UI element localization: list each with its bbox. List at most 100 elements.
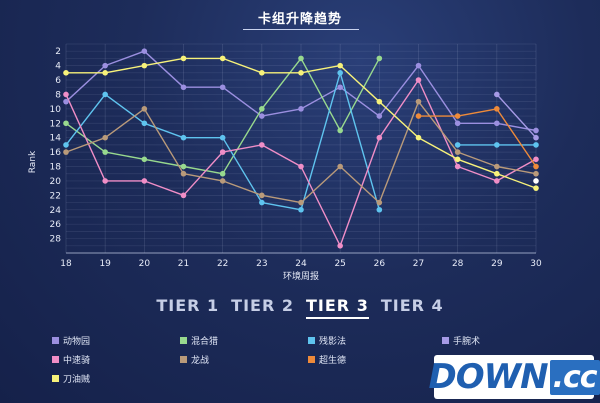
title-underline [243,29,359,30]
data-point-4 [454,163,461,170]
legend-swatch [308,337,315,344]
x-axis-label: 环境周报 [283,270,319,282]
data-point-1 [376,55,383,62]
legend-item[interactable]: 龙战 [180,353,209,366]
data-point-8 [337,62,343,69]
data-point-6 [494,106,500,112]
legend-item[interactable]: 中速骑 [52,353,90,366]
legend-label: 手腕术 [453,337,481,347]
y-tick-label: 16 [50,148,62,158]
data-point-8 [102,70,108,76]
data-point-3 [533,134,539,141]
legend-label: 超生德 [319,356,347,366]
data-point-4 [337,242,343,249]
x-tick-label: 23 [256,259,267,269]
data-point-2 [102,91,108,98]
data-point-6 [415,113,422,119]
tier-tab-4[interactable]: TIER 4 [380,296,444,315]
data-point-1 [337,127,343,134]
data-point-5 [102,134,108,141]
legend-swatch [308,356,315,363]
site-watermark: DOWN .cc [428,355,600,399]
y-tick-label: 6 [55,76,61,86]
data-point-2 [533,142,539,148]
tier-tab-2[interactable]: TIER 2 [231,296,294,315]
legend-item[interactable]: 动物园 [52,334,90,347]
data-point-5 [494,163,500,170]
data-point-5 [337,163,343,170]
data-point-0 [376,113,383,119]
data-point-5 [141,106,148,112]
data-point-0 [337,84,343,91]
data-point-1 [259,106,265,112]
data-point-1 [298,55,304,62]
data-point-4 [141,178,148,184]
data-point-4 [63,91,69,98]
legend-item[interactable]: 残影法 [308,334,346,347]
legend-label: 混合猎 [191,337,219,347]
legend-item[interactable]: 超生德 [308,353,346,366]
legend-item[interactable]: 手腕术 [442,334,480,347]
legend-item[interactable]: 刀油贼 [52,372,90,385]
tier-tabs: TIER 1 TIER 2 TIER 3 TIER 4 [0,296,600,319]
data-point-6 [533,163,539,170]
data-point-8 [298,70,304,76]
data-point-4 [180,192,187,199]
data-point-1 [219,170,226,177]
data-point-4 [376,134,383,141]
data-point-8 [494,170,500,177]
legend-label: 中速骑 [63,356,91,366]
y-tick-label: 10 [50,105,62,115]
series-line-6 [418,108,537,167]
data-point-6 [454,113,461,119]
series-line-3 [496,93,537,139]
legend-label: 龙战 [191,356,210,366]
series-points [63,48,539,249]
data-point-2 [454,142,461,148]
y-tick-label: 28 [50,235,62,245]
data-point-5 [63,149,69,155]
data-point-2 [219,134,226,141]
data-point-8 [376,98,383,105]
x-tick-label: 26 [374,259,386,269]
data-point-0 [533,127,539,134]
data-point-5 [454,149,461,155]
legend-swatch [180,356,187,363]
x-tick-label: 25 [334,259,345,269]
x-tick-label: 29 [491,259,503,269]
data-point-1 [180,163,187,170]
data-point-0 [259,113,265,119]
data-point-0 [141,48,148,55]
data-point-8 [219,55,226,62]
y-tick-label: 26 [50,220,62,230]
data-point-8 [533,185,539,191]
data-point-8 [415,134,422,141]
tier-tab-3[interactable]: TIER 3 [306,296,369,319]
y-tick-label: 12 [50,119,61,129]
y-tick-label: 8 [55,90,61,100]
data-point-7 [533,178,539,184]
y-axis-label: Rank [28,150,38,173]
x-tick-label: 30 [530,259,542,269]
legend-label: 动物园 [63,337,91,347]
data-point-8 [259,70,265,76]
legend-item[interactable]: 混合猎 [180,334,218,347]
data-point-2 [298,206,304,213]
data-point-0 [454,120,461,127]
data-point-3 [494,91,500,98]
legend-swatch [442,337,449,344]
legend-swatch [180,337,187,344]
data-point-0 [494,120,500,127]
data-point-0 [63,98,69,105]
tier-tab-1[interactable]: TIER 1 [156,296,220,315]
data-point-5 [180,170,187,177]
data-point-8 [180,55,187,62]
data-point-4 [415,77,422,83]
legend-swatch [52,356,59,363]
data-point-4 [298,163,304,170]
x-tick-label: 22 [217,259,228,269]
x-tick-label: 24 [295,259,307,269]
data-point-5 [259,192,265,199]
data-point-2 [63,142,69,148]
